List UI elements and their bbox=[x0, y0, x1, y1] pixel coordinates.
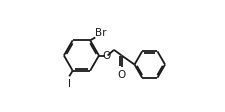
Text: I: I bbox=[68, 78, 71, 88]
Text: O: O bbox=[117, 69, 126, 79]
Text: Br: Br bbox=[95, 28, 107, 38]
Text: O: O bbox=[102, 51, 110, 61]
